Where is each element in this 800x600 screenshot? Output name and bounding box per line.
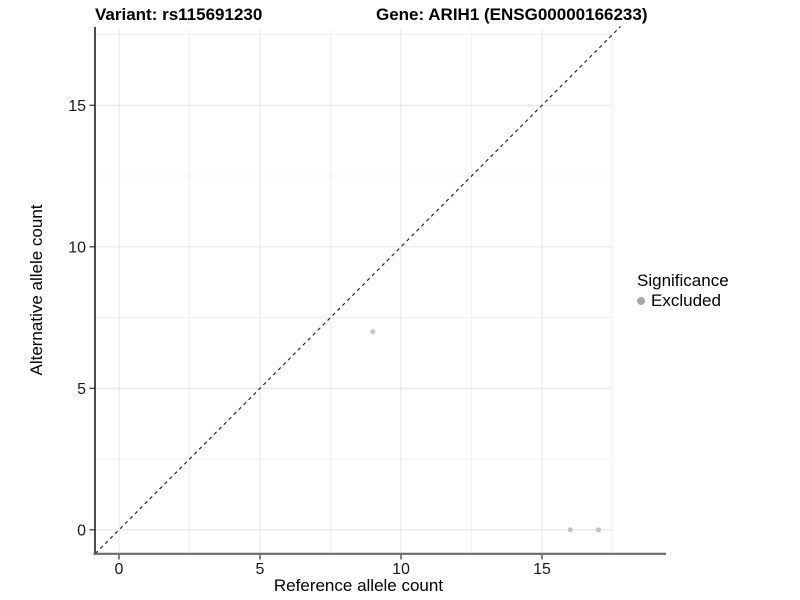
legend-key-dot-icon: [637, 297, 645, 305]
x-tick-label: 10: [392, 561, 410, 578]
variant-title: Variant: rs115691230: [95, 5, 263, 24]
legend-item-label: Excluded: [651, 291, 721, 310]
x-tick-label: 15: [533, 561, 551, 578]
x-axis-title: Reference allele count: [273, 576, 444, 595]
identity-line: [94, 26, 621, 554]
legend: Significance Excluded: [637, 271, 729, 310]
y-tick-label: 0: [77, 522, 86, 539]
y-tick-label: 15: [68, 98, 86, 115]
gene-title: Gene: ARIH1 (ENSG00000166233): [376, 5, 648, 24]
data-point: [567, 527, 573, 533]
x-tick-label: 5: [256, 561, 265, 578]
y-tick-label: 5: [77, 381, 86, 398]
data-point: [595, 527, 602, 533]
legend-title: Significance: [637, 271, 729, 290]
y-axis-title: Alternative allele count: [27, 204, 46, 376]
legend-item-excluded: Excluded: [637, 292, 729, 310]
data-point: [370, 329, 376, 335]
x-tick-label: 0: [115, 561, 124, 578]
y-tick-label: 10: [68, 239, 86, 256]
